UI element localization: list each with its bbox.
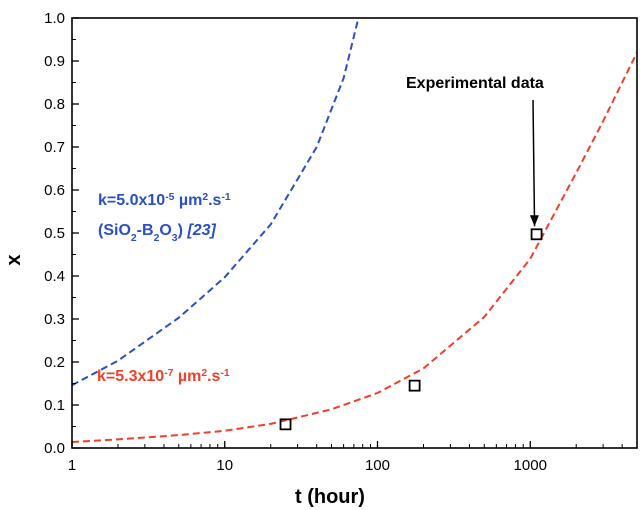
- y-tick-label: 0.2: [44, 354, 65, 371]
- plot-area: [72, 18, 637, 443]
- data-point: [279, 418, 292, 431]
- axes: 0.0 0.1 0.2 0.3 0.4 0.5 0.6 0.7 0.8 0.9 1.0 1 10 100 1…: [44, 10, 638, 474]
- markers-arrowhead: [529, 215, 539, 227]
- y-axis-title: x: [3, 254, 25, 265]
- markers-label: Experimental data: [406, 75, 544, 92]
- series-line-2: [72, 51, 637, 443]
- annotations: k=5.0x10-5 µm2.s-1 (SiO2-B2O3) [23] k=5.3x…: [97, 75, 544, 385]
- x-tick-label: 1: [68, 457, 76, 474]
- y-tick-label: 1.0: [44, 10, 65, 27]
- y-tick-label: 0.9: [44, 53, 65, 70]
- x-tick-label: 10: [216, 457, 233, 474]
- series-1-label-line-1: k=5.0x10-5 µm2.s-1: [98, 192, 231, 210]
- x-axis-title: t (hour): [295, 486, 365, 508]
- y-tick-label: 0.5: [44, 225, 65, 242]
- data-point: [408, 379, 421, 392]
- series-2-label: k=5.3x10-7 µm2.s-1: [97, 368, 230, 386]
- y-tick-label: 0.0: [44, 440, 65, 457]
- series-line-1: [72, 18, 360, 387]
- series-1-label-line-2: (SiO2-B2O3) [23]: [98, 222, 216, 244]
- x-tick-label: 1000: [514, 457, 547, 474]
- y-tick-label: 0.7: [44, 139, 65, 156]
- markers-arrow: [532, 99, 536, 227]
- y-tick-label: 0.1: [44, 397, 65, 414]
- y-tick-label: 0.6: [44, 182, 65, 199]
- y-tick-label: 0.4: [44, 268, 65, 285]
- y-tick-label: 0.3: [44, 311, 65, 328]
- x-tick-label: 100: [365, 457, 390, 474]
- data-point: [530, 228, 543, 241]
- y-tick-label: 0.8: [44, 96, 65, 113]
